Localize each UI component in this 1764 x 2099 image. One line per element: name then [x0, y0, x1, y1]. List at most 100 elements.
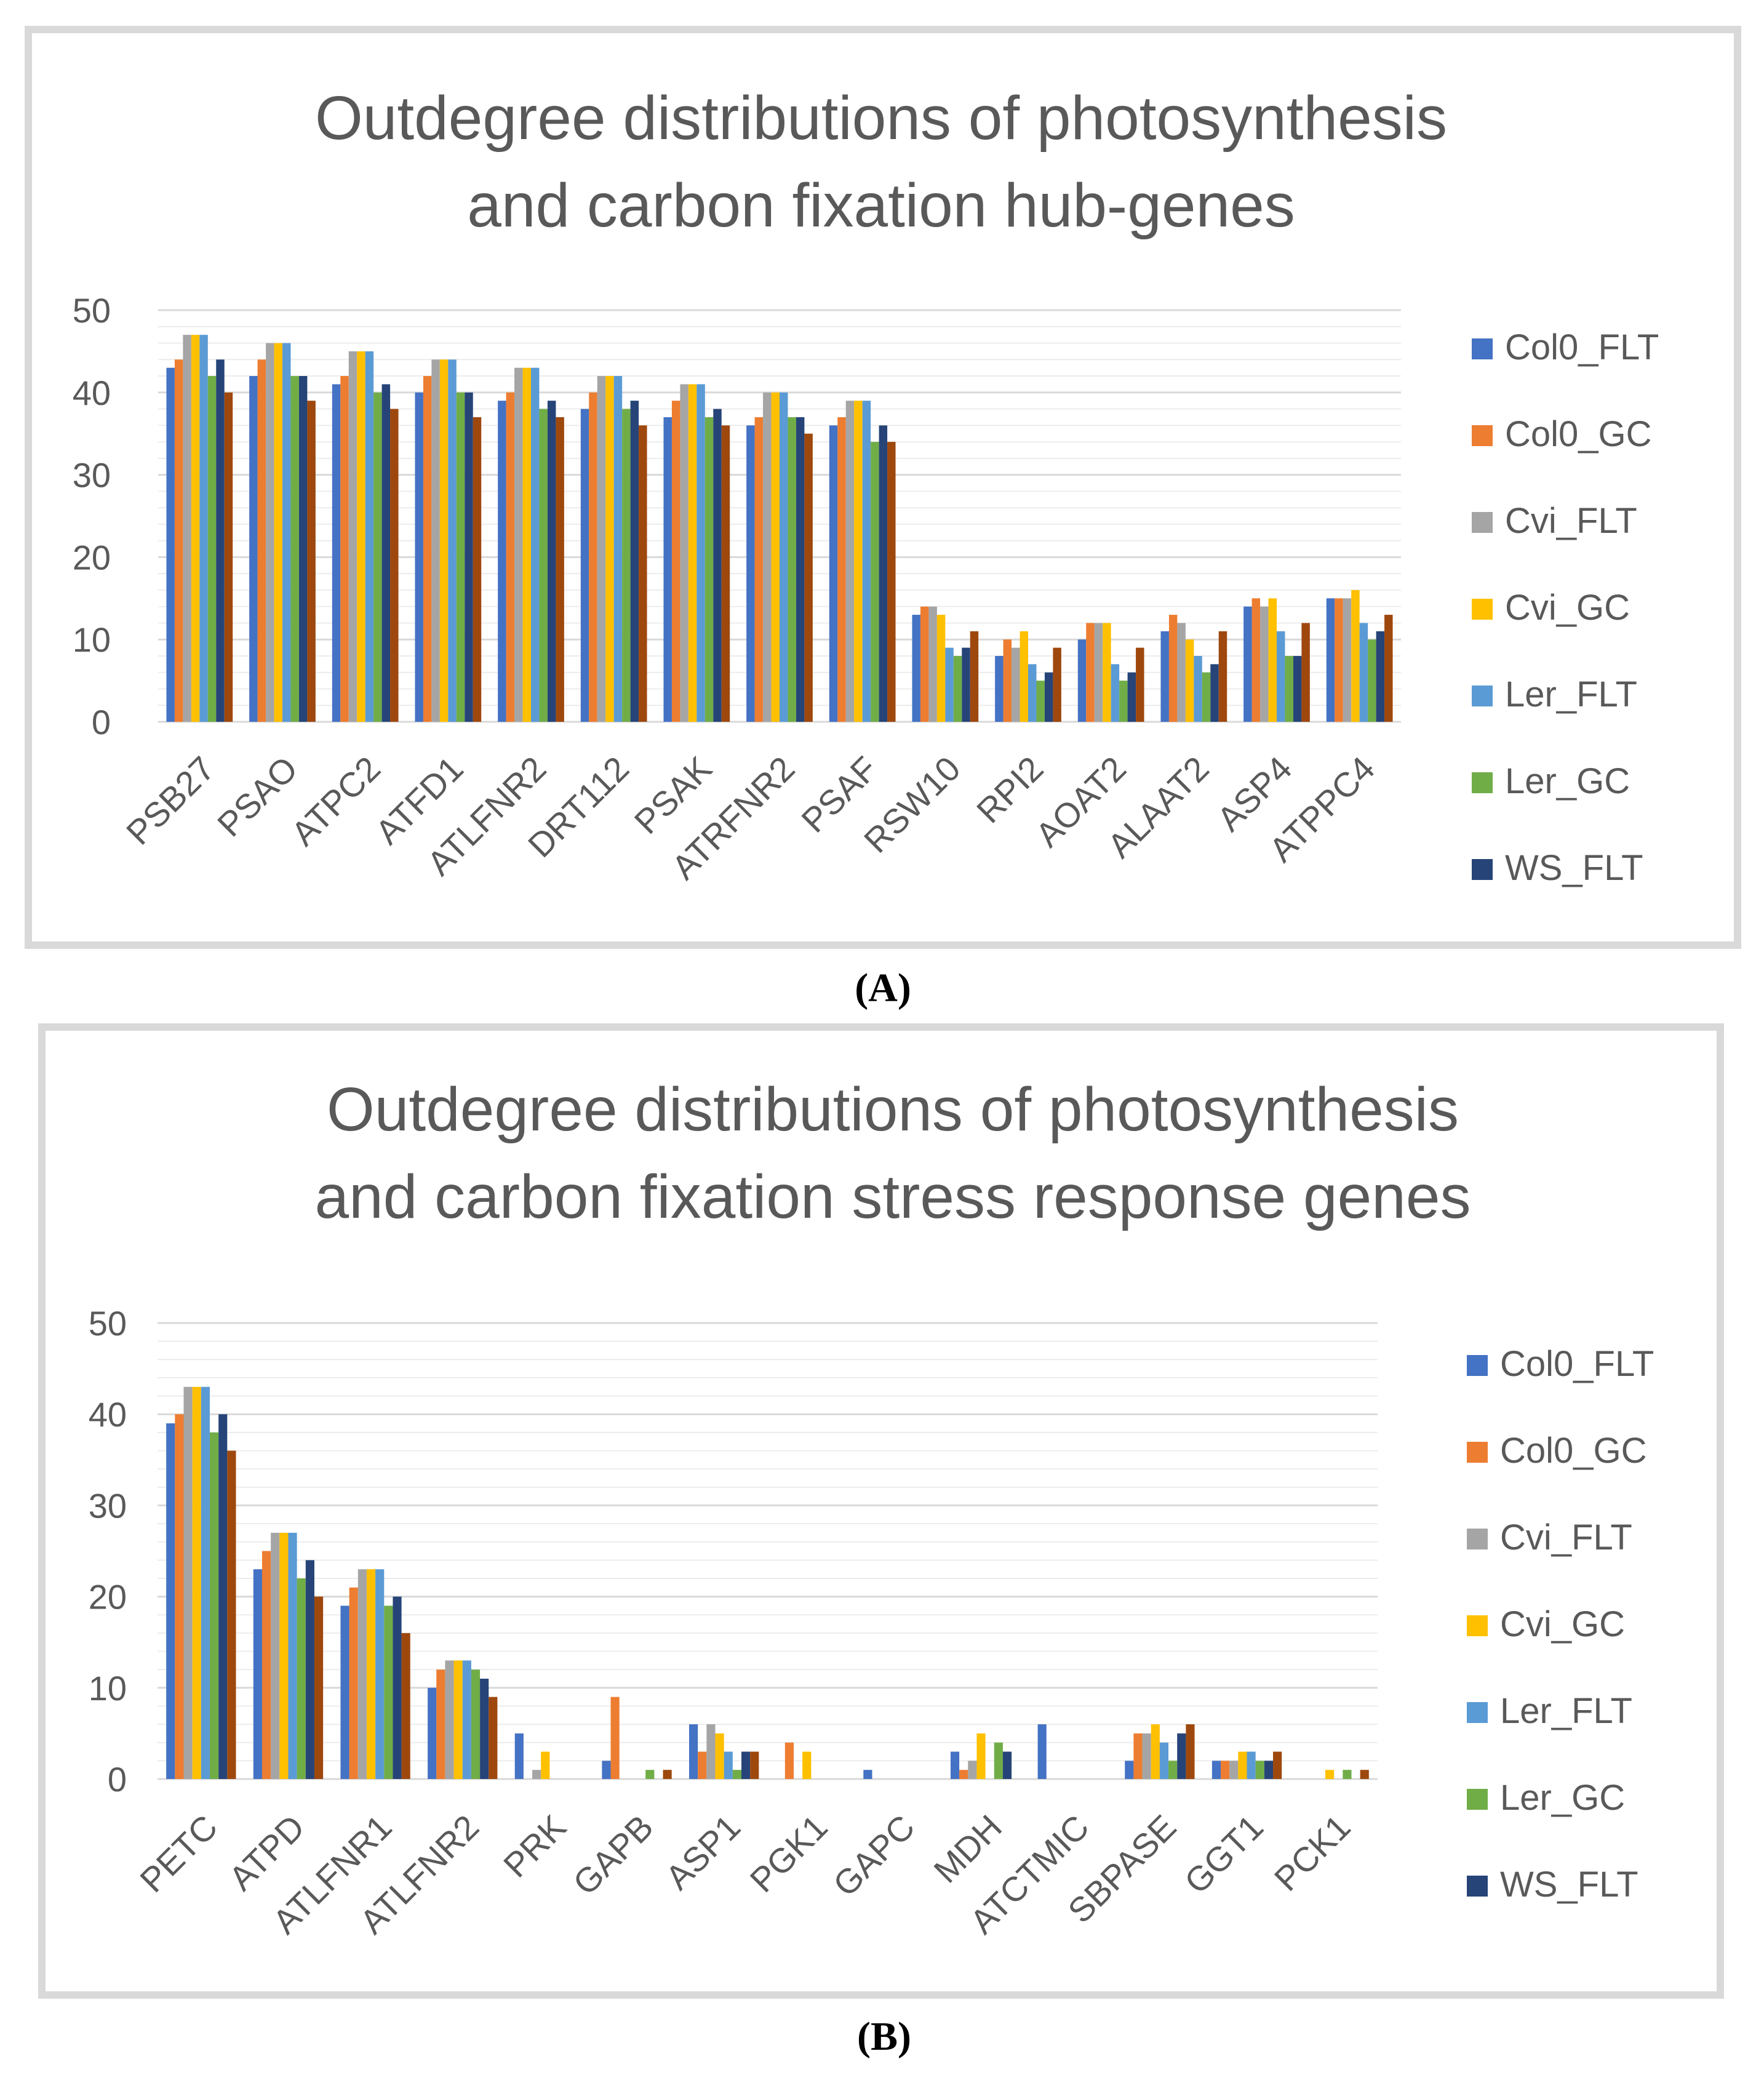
- chart-a-bar-ler-gc-psak: [704, 417, 714, 722]
- chart-b-bar-ws-flt-ggt1: [1264, 1761, 1274, 1779]
- chart-a-bar-col0-gc-psak: [671, 401, 680, 722]
- chart-a-bar-ws-gc-rpi2: [1053, 647, 1061, 722]
- chart-a-bar-ws-flt-asp4: [1293, 655, 1302, 722]
- chart-b-bar-col0-gc-gapb: [610, 1697, 620, 1779]
- chart-a-bar-col0-flt-aoat2: [1077, 639, 1087, 722]
- chart-a-bar-ws-gc-drt112: [639, 425, 647, 722]
- chart-a-bar-ws-flt-rsw10: [962, 647, 970, 722]
- chart-a-bar-ler-gc-psaf: [871, 442, 879, 722]
- chart-a-bar-cvi-gc-asp4: [1268, 598, 1277, 722]
- chart-a-bar-ler-flt-atpc2: [365, 351, 374, 722]
- chart-a-bar-ler-flt-atrfnr2: [780, 392, 788, 722]
- chart-a-title-line-1: Outdegree distributions of photosynthesi…: [315, 84, 1447, 153]
- chart-a-bar-col0-flt-rpi2: [995, 655, 1004, 722]
- chart-a-bar-cvi-flt-aoat2: [1094, 623, 1103, 722]
- chart-a-bar-ws-gc-psak: [721, 425, 730, 722]
- chart-a-bar-col0-gc-atlfnr2: [506, 392, 515, 722]
- chart-b-bar-ws-gc-gapb: [663, 1770, 672, 1779]
- chart-a-legend-label-col0-gc: Col0_GC: [1505, 414, 1652, 454]
- chart-a-bar-cvi-gc-atfd1: [439, 359, 449, 722]
- chart-a-bar-cvi-flt-rsw10: [928, 606, 937, 722]
- chart-a-bar-ler-flt-psb27: [199, 335, 208, 722]
- chart-b-bar-ler-gc-atlfnr2: [471, 1669, 481, 1779]
- chart-a-legend-swatch-ws-flt: [1472, 859, 1493, 880]
- caption-a: (A): [855, 966, 911, 1010]
- chart-b-bar-cvi-gc-ggt1: [1238, 1751, 1247, 1779]
- chart-a: Outdegree distributions of photosynthesi…: [73, 84, 1659, 888]
- chart-a-bar-col0-gc-psao: [257, 359, 266, 722]
- chart-a-bar-col0-gc-atfd1: [423, 376, 432, 722]
- chart-a-bar-col0-flt-atrfnr2: [746, 425, 755, 722]
- chart-a-bar-cvi-flt-psaf: [845, 401, 855, 722]
- chart-b-legend-label-cvi-flt: Cvi_FLT: [1500, 1517, 1632, 1557]
- chart-a-bar-cvi-flt-alaat2: [1177, 623, 1186, 722]
- chart-a-bar-col0-flt-atlfnr2: [498, 401, 506, 722]
- chart-a-xtick-psb27: PSB27: [119, 749, 222, 852]
- chart-a-bar-cvi-gc-atpc2: [357, 351, 365, 722]
- chart-a-bar-col0-gc-aoat2: [1086, 623, 1095, 722]
- chart-a-bar-ler-flt-psaf: [862, 401, 871, 722]
- chart-a-bar-col0-gc-drt112: [589, 392, 597, 722]
- chart-b-legend-label-ws-flt: WS_FLT: [1500, 1865, 1638, 1905]
- chart-b-bar-ler-gc-atlfnr1: [384, 1605, 393, 1779]
- chart-a-bar-ws-flt-atrfnr2: [796, 417, 805, 722]
- chart-a-bar-cvi-gc-psao: [274, 343, 282, 722]
- chart-b-xtick-gapb: GAPB: [565, 1807, 661, 1903]
- chart-b-bar-col0-gc-sbpase: [1133, 1733, 1143, 1779]
- chart-a-bar-ler-flt-atfd1: [448, 359, 457, 722]
- chart-b-bar-col0-gc-atpd: [261, 1551, 271, 1779]
- chart-b-bar-ws-gc-pck1: [1360, 1770, 1369, 1779]
- chart-b-bar-ws-flt-asp1: [741, 1751, 751, 1779]
- chart-b-xtick-pgk1: PGK1: [743, 1807, 835, 1900]
- chart-a-bar-cvi-flt-atfd1: [431, 359, 440, 722]
- chart-a-bar-col0-flt-drt112: [580, 409, 589, 722]
- chart-b-legend-label-ler-gc: Ler_GC: [1500, 1778, 1625, 1818]
- chart-a-bar-col0-gc-atpc2: [340, 376, 349, 722]
- chart-a-legend-swatch-col0-flt: [1472, 338, 1493, 359]
- chart-a-legend-label-col0-flt: Col0_FLT: [1505, 327, 1659, 367]
- chart-b-bar-ws-flt-mdh: [1002, 1751, 1012, 1779]
- chart-b-bar-col0-flt-gapc: [863, 1770, 872, 1779]
- chart-b-bar-ler-gc-mdh: [994, 1742, 1003, 1779]
- chart-b-bar-ler-gc-pck1: [1343, 1770, 1352, 1779]
- chart-a-bar-ler-flt-aoat2: [1111, 664, 1120, 722]
- chart-a-bar-cvi-gc-psb27: [191, 335, 200, 722]
- chart-b-bar-cvi-gc-asp1: [715, 1733, 724, 1779]
- chart-b-bar-cvi-gc-atlfnr2: [453, 1660, 463, 1779]
- chart-b-legend-label-ler-flt: Ler_FLT: [1500, 1691, 1632, 1731]
- chart-b-bar-ler-flt-atlfnr2: [462, 1660, 471, 1779]
- chart-b-bar-ler-gc-gapb: [645, 1770, 655, 1779]
- chart-a-bar-col0-flt-alaat2: [1160, 631, 1169, 722]
- chart-a-bar-ws-flt-atlfnr2: [547, 401, 556, 722]
- chart-a-legend-swatch-ler-gc: [1472, 772, 1493, 793]
- chart-a-bar-cvi-flt-rpi2: [1012, 647, 1020, 722]
- chart-a-bar-cvi-flt-atppc4: [1343, 598, 1352, 722]
- chart-a-ytick: 40: [73, 374, 111, 412]
- chart-a-bar-col0-gc-alaat2: [1168, 615, 1178, 722]
- chart-a-bar-ler-flt-drt112: [613, 376, 623, 722]
- chart-a-bar-ler-gc-atlfnr2: [539, 409, 548, 722]
- chart-a-bar-cvi-flt-psao: [266, 343, 274, 722]
- chart-a-bar-col0-gc-rsw10: [920, 606, 929, 722]
- chart-a-bar-ler-gc-atrfnr2: [788, 417, 796, 722]
- chart-b-bar-col0-flt-prk: [514, 1733, 524, 1779]
- chart-a-bar-ler-gc-atppc4: [1368, 639, 1376, 722]
- chart-b-bar-ler-flt-ggt1: [1247, 1751, 1256, 1779]
- chart-a-bar-ler-gc-atfd1: [456, 392, 465, 722]
- chart-a-bar-cvi-gc-drt112: [605, 376, 614, 722]
- chart-a-legend-label-ler-gc: Ler_GC: [1505, 761, 1630, 801]
- chart-b-ytick: 50: [89, 1304, 127, 1343]
- chart-a-ytick: 20: [73, 538, 111, 577]
- chart-b-ytick: 30: [89, 1486, 127, 1525]
- chart-b-bar-ws-gc-petc: [227, 1450, 236, 1779]
- chart-b-bar-col0-gc-atlfnr1: [349, 1587, 358, 1779]
- chart-a-bar-col0-gc-psaf: [837, 417, 846, 722]
- chart-b-bar-cvi-flt-ggt1: [1229, 1761, 1239, 1779]
- chart-a-bar-cvi-flt-atrfnr2: [763, 392, 772, 722]
- chart-a-bar-ws-flt-aoat2: [1127, 672, 1136, 722]
- chart-a-bar-col0-gc-atrfnr2: [754, 417, 764, 722]
- chart-b-xtick-gapc: GAPC: [826, 1807, 922, 1904]
- chart-a-bar-ler-flt-rpi2: [1028, 664, 1037, 722]
- chart-b-bar-ler-flt-asp1: [724, 1751, 733, 1779]
- chart-b-legend-swatch-ler-flt: [1467, 1702, 1488, 1723]
